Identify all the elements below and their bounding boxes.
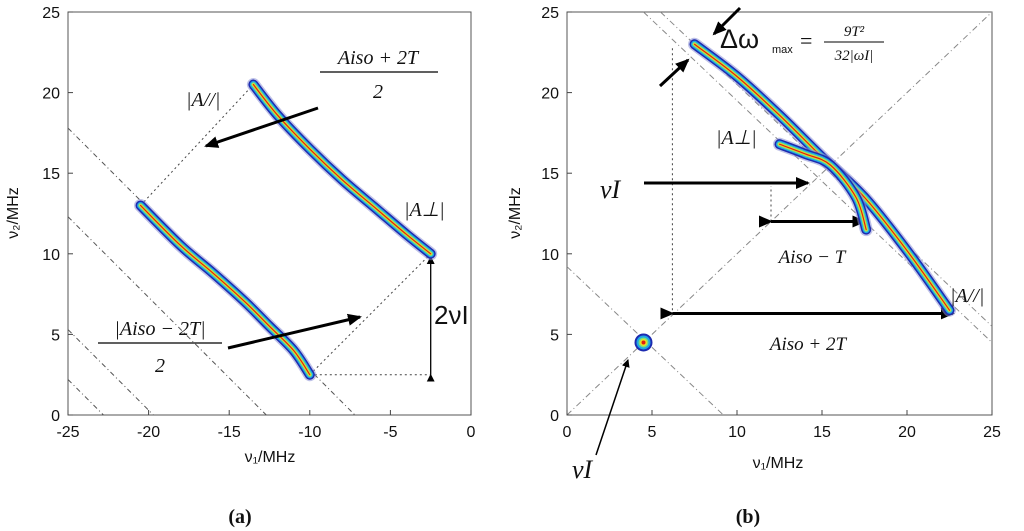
guide-line-b-3	[660, 11, 993, 327]
arrow-bottom-a	[227, 313, 362, 350]
y-tick-label-b-1: 5	[550, 327, 559, 344]
a-par-label-b: |A//|	[950, 285, 984, 307]
delta-frac-den-b: 32|ωI|	[834, 48, 874, 64]
ylabel-b: ν₂/MHz	[507, 187, 524, 239]
ridges-a	[134, 78, 438, 382]
diagonal-guide-a-1	[67, 379, 104, 416]
top-fraction-den-a: 2	[373, 81, 383, 103]
arrow-delta-top-b	[712, 6, 742, 36]
y-tick-label-b-5: 25	[541, 5, 559, 22]
x-tick-label-a-0: -25	[56, 424, 79, 441]
nu-i-bottom-label-b: νI	[572, 455, 594, 484]
ridge-a-0-layer-5	[252, 83, 432, 255]
diagonal-guide-a-2	[67, 329, 154, 416]
x-tick-label-b-0: 0	[563, 424, 572, 441]
ylabel-a: ν₂/MHz	[5, 187, 22, 239]
a-perp-label-a: |A⊥|	[404, 199, 445, 221]
y-tick-label-a-1: 5	[51, 327, 60, 344]
plot-frame-a	[67, 11, 472, 416]
guide-lines-b	[566, 11, 993, 416]
xlabel-a: ν₁/MHz	[245, 449, 296, 466]
x-tick-label-a-2: -15	[218, 424, 241, 441]
ridges-b	[634, 37, 956, 352]
panel-b: 0 5 10 15 20 25 0 5 10 15 20 25 Δω max = 9T² 32|ωI|…	[507, 5, 1001, 528]
y-tick-label-b-3: 15	[541, 166, 559, 183]
caption-a: (a)	[228, 506, 251, 528]
x-tick-label-a-5: 0	[467, 424, 476, 441]
panel-a: -25 -20 -15 -10 -5 0 0 5 10 15 20 25 Aiso + 2T 2 |A…	[5, 5, 476, 528]
arrow-delta-bottom-b	[658, 58, 690, 88]
x-tick-label-a-3: -10	[298, 424, 321, 441]
top-fraction-num-a: Aiso + 2T	[336, 47, 420, 69]
xlabel-b: ν₁/MHz	[753, 455, 804, 472]
diagonal-guide-a-3	[67, 216, 267, 416]
y-tick-label-a-5: 25	[42, 5, 60, 22]
guide-line-b-2	[643, 11, 993, 343]
x-tick-label-b-1: 5	[648, 424, 657, 441]
aiso-minus-t-label-b: Aiso − T	[777, 247, 847, 268]
two-nu-label-a: 2νI	[434, 300, 469, 330]
x-tick-label-a-4: -5	[383, 424, 397, 441]
ticks-a: -25 -20 -15 -10 -5 0 0 5 10 15 20 25	[42, 5, 475, 441]
a-perp-label-b: |A⊥|	[716, 127, 757, 149]
nu-i-label-b: νI	[600, 175, 622, 204]
spot-b-4	[641, 340, 646, 345]
bottom-fraction-num-a: |Aiso − 2T|	[114, 318, 205, 340]
a-par-label-a: |A//|	[186, 89, 220, 111]
y-tick-label-a-0: 0	[51, 408, 60, 425]
connector-bottom-a	[309, 253, 432, 376]
x-tick-label-b-3: 15	[813, 424, 831, 441]
y-tick-label-a-3: 15	[42, 166, 60, 183]
x-tick-label-a-1: -20	[137, 424, 160, 441]
delta-sub-label-b: max	[772, 44, 793, 56]
ridge-a-1-layer-5	[139, 204, 311, 376]
y-tick-label-a-2: 10	[42, 247, 60, 264]
caption-b: (b)	[736, 506, 760, 528]
aiso-plus-2t-label-b: Aiso + 2T	[768, 334, 848, 355]
ticks-b: 0 5 10 15 20 25 0 5 10 15 20 25	[541, 5, 1001, 441]
arrow-nu-i-bottom-b	[595, 359, 630, 456]
delta-frac-num-b: 9T²	[844, 24, 865, 40]
arrow-top-a	[204, 106, 319, 148]
delta-omega-label-b: Δω	[720, 24, 759, 54]
y-tick-label-b-2: 10	[541, 247, 559, 264]
x-tick-label-b-2: 10	[728, 424, 746, 441]
y-tick-label-b-0: 0	[550, 408, 559, 425]
y-tick-label-b-4: 20	[541, 86, 559, 103]
bottom-fraction-den-a: 2	[155, 355, 165, 377]
x-tick-label-b-5: 25	[983, 424, 1001, 441]
delta-equals-b: =	[800, 28, 812, 53]
y-tick-label-a-4: 20	[42, 86, 60, 103]
ridge-b-1-layer-5	[778, 143, 867, 231]
x-tick-label-b-4: 20	[898, 424, 916, 441]
